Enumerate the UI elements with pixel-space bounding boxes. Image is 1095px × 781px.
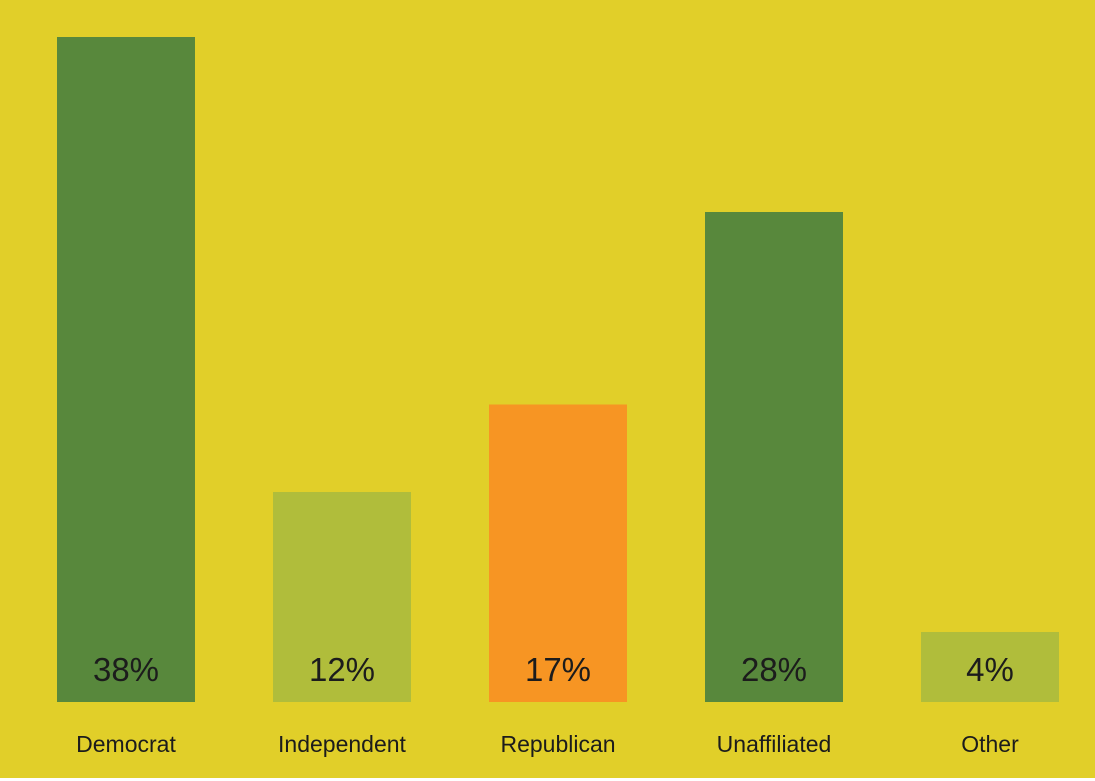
- category-label-democrat: Democrat: [76, 731, 176, 757]
- bar-independent: [273, 492, 411, 702]
- data-label-democrat: 38%: [93, 651, 159, 688]
- bar-republican: [489, 404, 627, 702]
- data-label-independent: 12%: [309, 651, 375, 688]
- data-label-other: 4%: [966, 651, 1014, 688]
- category-label-independent: Independent: [278, 731, 407, 757]
- data-label-unaffiliated: 28%: [741, 651, 807, 688]
- data-label-republican: 17%: [525, 651, 591, 688]
- bar-other: [921, 632, 1059, 702]
- category-label-unaffiliated: Unaffiliated: [717, 731, 832, 757]
- category-label-republican: Republican: [500, 731, 615, 757]
- bar-democrat: [57, 37, 195, 702]
- category-label-other: Other: [961, 731, 1019, 757]
- bar-unaffiliated: [705, 212, 843, 702]
